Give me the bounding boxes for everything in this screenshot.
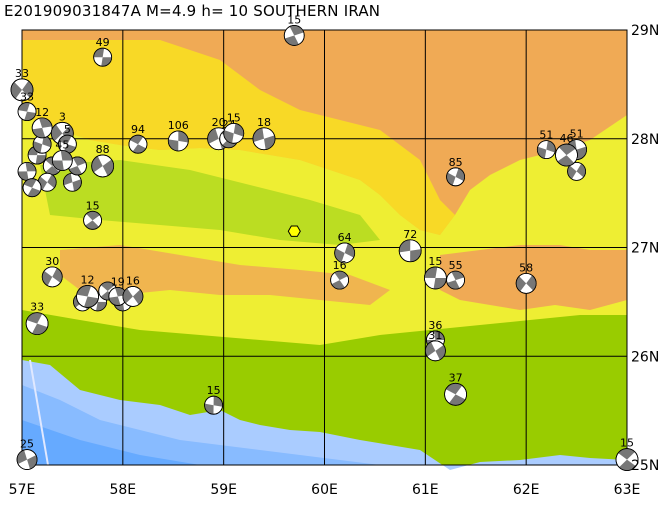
focal-mechanism — [398, 239, 422, 263]
focal-mechanism — [16, 449, 38, 470]
depth-label: 51 — [539, 129, 553, 142]
focal-mechanism — [252, 127, 276, 151]
depth-label: 36 — [428, 319, 442, 332]
depth-label: 31 — [428, 329, 442, 342]
axis-labels: 57E 58E 59E 60E 61E 62E 63E 29N 28N 27N 26N 25N — [9, 23, 660, 498]
longitude-tick-label: 59E — [210, 482, 237, 498]
focal-mechanism — [41, 266, 63, 288]
latitude-tick-label: 27N — [631, 241, 659, 257]
depth-label: 12 — [81, 273, 95, 286]
depth-label: 49 — [96, 36, 110, 49]
longitude-tick-label: 63E — [614, 482, 641, 498]
focal-mechanism — [128, 134, 148, 154]
focal-mechanism — [93, 47, 113, 67]
sea-deep — [22, 420, 200, 465]
depth-label: 33 — [30, 301, 44, 314]
focal-mechanism — [51, 150, 73, 171]
longitude-tick-label: 57E — [9, 482, 36, 498]
focal-mechanism — [10, 78, 34, 102]
focal-mechanism — [50, 121, 74, 145]
focal-mechanisms: 4915333312354588941062024151815647216301… — [10, 13, 639, 471]
depth-label: 20 — [212, 116, 226, 129]
depth-label: 33 — [20, 91, 34, 104]
depth-label: 58 — [519, 261, 533, 274]
depth-label: 3 — [59, 110, 66, 123]
focal-mechanism — [122, 286, 144, 307]
focal-mechanism — [425, 340, 446, 362]
depth-label: 64 — [338, 231, 352, 244]
focal-mechanism — [444, 382, 467, 406]
focal-mechanism — [83, 210, 102, 230]
focal-mechanism — [334, 242, 356, 264]
focal-mechanism — [17, 102, 37, 121]
focal-mechanism — [283, 25, 305, 46]
depth-label: 85 — [449, 156, 463, 169]
focal-mechanism — [424, 266, 447, 290]
focal-mechanism — [515, 272, 537, 294]
focal-mechanism — [555, 143, 578, 167]
depth-label: 45 — [55, 139, 69, 152]
depth-label: 51 — [570, 128, 584, 141]
focal-mechanism-unlabeled — [37, 172, 57, 192]
depth-label: 55 — [449, 259, 463, 272]
focal-mechanism-unlabeled — [63, 172, 82, 192]
depth-label: 33 — [15, 67, 29, 80]
map-title: E201909031847A M=4.9 h= 10 SOUTHERN IRAN — [4, 2, 381, 20]
focal-mechanism-unlabeled — [22, 178, 42, 198]
focal-mechanism — [615, 448, 639, 471]
depth-label: 12 — [35, 106, 49, 119]
depth-label: 15 — [227, 111, 241, 124]
depth-label: 18 — [257, 116, 271, 129]
depth-label: 72 — [403, 228, 417, 241]
depth-label: 88 — [96, 143, 110, 156]
depth-label: 19 — [111, 275, 125, 288]
depth-label: 37 — [449, 371, 463, 384]
depth-label: 15 — [207, 384, 221, 397]
longitude-tick-label: 58E — [109, 482, 136, 498]
focal-mechanism-unlabeled — [17, 161, 37, 181]
valley-lowland — [40, 160, 380, 245]
focal-mechanism — [536, 140, 556, 160]
depth-label: 25 — [20, 438, 34, 451]
depth-label: 106 — [168, 119, 189, 132]
focal-mechanism — [330, 270, 350, 290]
focal-mechanism-unlabeled — [32, 134, 52, 154]
focal-mechanism — [446, 270, 465, 290]
depth-label: 15 — [428, 255, 442, 268]
depth-label: 15 — [287, 13, 301, 26]
focal-mechanism — [167, 130, 189, 152]
depth-label: 5 — [64, 123, 71, 136]
latitude-tick-label: 26N — [631, 349, 659, 365]
event-epicenter-marker — [287, 225, 301, 237]
map-frame — [21, 29, 628, 466]
sea-mid — [22, 385, 380, 465]
depth-label: 30 — [45, 255, 59, 268]
depth-label: 16 — [333, 259, 347, 272]
longitude-tick-label: 61E — [412, 482, 439, 498]
graticule — [21, 29, 628, 466]
focal-mechanism — [446, 167, 465, 187]
focal-mechanism — [223, 122, 245, 144]
focal-mechanism — [76, 285, 99, 308]
latitude-tick-label: 25N — [631, 458, 659, 474]
focal-mechanism — [31, 117, 53, 139]
depth-label: 16 — [126, 274, 140, 287]
latitude-tick-label: 29N — [631, 23, 659, 39]
highland-coastal — [60, 245, 390, 305]
depth-label: 15 — [620, 437, 634, 450]
longitude-tick-label: 60E — [311, 482, 338, 498]
longitude-tick-label: 62E — [513, 482, 540, 498]
depth-label: 15 — [86, 199, 100, 212]
boundary-line — [29, 359, 49, 466]
focal-mechanism-unlabeled — [567, 161, 586, 181]
focal-mechanism — [91, 154, 115, 178]
depth-label: 94 — [131, 123, 145, 136]
focal-mechanism — [25, 312, 49, 336]
latitude-tick-label: 28N — [631, 132, 659, 148]
depth-label: 46 — [560, 132, 574, 145]
focal-mechanism — [204, 395, 223, 415]
